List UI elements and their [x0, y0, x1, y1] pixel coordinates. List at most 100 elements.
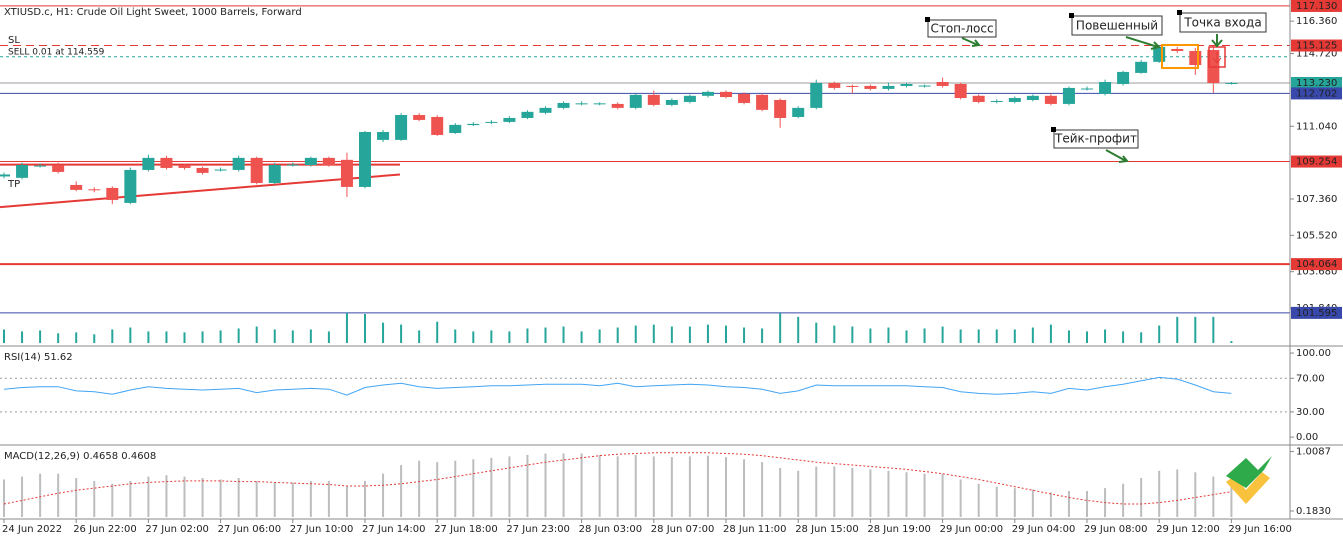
volume-bar — [382, 322, 385, 343]
annotation-text: Стоп-лосс — [930, 22, 993, 36]
level-label-bg — [1291, 76, 1342, 89]
x-tick-label: 27 Jun 10:00 — [290, 524, 354, 535]
macd-bar — [436, 462, 439, 517]
y-tick-label: 1.0087 — [1296, 446, 1331, 457]
volume-bar — [923, 328, 926, 343]
candle-body — [611, 103, 624, 108]
volume-bar — [544, 327, 547, 343]
y-tick-label: 0.00 — [1296, 432, 1318, 443]
candle-body — [214, 169, 227, 171]
macd-bar — [851, 467, 854, 517]
macd-bar — [1049, 492, 1052, 517]
candle-body — [1062, 87, 1075, 104]
candle-body — [792, 107, 805, 117]
volume-bar — [1031, 327, 1034, 343]
volume-bar — [436, 321, 439, 343]
anchor — [1051, 127, 1056, 132]
volume-bar — [977, 329, 980, 343]
macd-bar — [869, 469, 872, 517]
volume-bar — [779, 313, 782, 343]
level-label-bg — [1291, 39, 1342, 52]
candle-body — [1044, 95, 1057, 104]
candle-body — [286, 164, 299, 166]
macd-bar — [147, 476, 150, 517]
level-label: 109.254 — [1296, 157, 1337, 168]
arrow — [1105, 149, 1129, 163]
candle-body — [846, 85, 859, 87]
candle-body — [954, 83, 967, 99]
volume-bar — [887, 327, 890, 343]
candle-body — [16, 164, 29, 178]
level-label: 115.125 — [1296, 41, 1337, 52]
macd-bar — [327, 480, 330, 517]
level-label: 117.130 — [1296, 1, 1337, 12]
candle-body — [864, 85, 877, 89]
x-tick-label: 27 Jun 18:00 — [434, 524, 498, 535]
candle-body — [1099, 82, 1112, 94]
candle-body — [1171, 49, 1184, 51]
level-label-bg — [1291, 306, 1342, 319]
volume-bar — [490, 330, 493, 343]
macd-bar — [761, 462, 764, 517]
volume-bar — [995, 329, 998, 343]
candle-body — [629, 94, 642, 108]
macd-bar — [490, 457, 493, 517]
volume-bar — [400, 324, 403, 343]
volume-bar — [815, 322, 818, 343]
volume-bar — [869, 328, 872, 343]
candle-body — [395, 115, 408, 140]
anchor — [1177, 10, 1182, 15]
macd-bar — [959, 479, 962, 517]
candle-body — [503, 117, 516, 122]
macd-bar — [21, 476, 24, 517]
macd-bar — [743, 459, 746, 517]
annotation-text: Точка входа — [1183, 16, 1261, 30]
macd-bar — [797, 470, 800, 517]
y-tick-label: 70.00 — [1296, 373, 1325, 384]
candle-body — [1225, 82, 1238, 84]
volume-bar — [111, 329, 114, 343]
macd-bar — [616, 456, 619, 517]
volume-bar — [183, 332, 186, 343]
x-tick-label: 29 Jun 12:00 — [1156, 524, 1220, 535]
candle-body — [683, 95, 696, 102]
volume-bar — [39, 330, 42, 343]
candle-body — [88, 189, 101, 191]
volume-bar — [1212, 316, 1215, 343]
macd-bar — [400, 465, 403, 517]
candle-body — [1081, 88, 1093, 90]
macd-bar — [905, 472, 908, 517]
sl-label: SL — [8, 35, 20, 46]
macd-bar — [237, 478, 240, 517]
annotation: Стоп-лосс — [925, 17, 997, 47]
volume-bar — [147, 331, 150, 343]
annotation: Тейк-профит — [1051, 127, 1139, 163]
level-label: 104.064 — [1296, 259, 1337, 270]
macd-bar — [183, 476, 186, 517]
macd-bar — [39, 473, 42, 517]
level-label: 113.230 — [1296, 78, 1337, 89]
macd-bar — [309, 480, 312, 517]
x-tick-label: 26 Jun 22:00 — [73, 524, 137, 535]
candle-body — [304, 157, 317, 165]
level-label-bg — [1291, 155, 1342, 168]
x-tick-label: 27 Jun 02:00 — [145, 524, 209, 535]
candle-body — [828, 82, 841, 88]
candle-body — [377, 131, 390, 140]
candle-body — [665, 99, 678, 105]
candle-body — [539, 107, 552, 113]
macd-bar — [1230, 479, 1233, 517]
macd-bar — [1031, 489, 1034, 517]
x-tick-label: 29 Jun 00:00 — [940, 524, 1004, 535]
volume-bar — [634, 325, 637, 343]
x-tick-label: 28 Jun 15:00 — [795, 524, 859, 535]
volume-bar — [959, 329, 962, 343]
candle-body — [521, 111, 534, 118]
candle-body — [1135, 61, 1148, 73]
candle-body — [449, 124, 462, 133]
logo-part — [1226, 456, 1272, 488]
macd-bar — [1086, 491, 1088, 517]
chart-title: XTIUSD.c, H1: Crude Oil Light Sweet, 100… — [4, 7, 302, 18]
macd-bar — [706, 455, 709, 517]
candle-body — [106, 187, 119, 200]
